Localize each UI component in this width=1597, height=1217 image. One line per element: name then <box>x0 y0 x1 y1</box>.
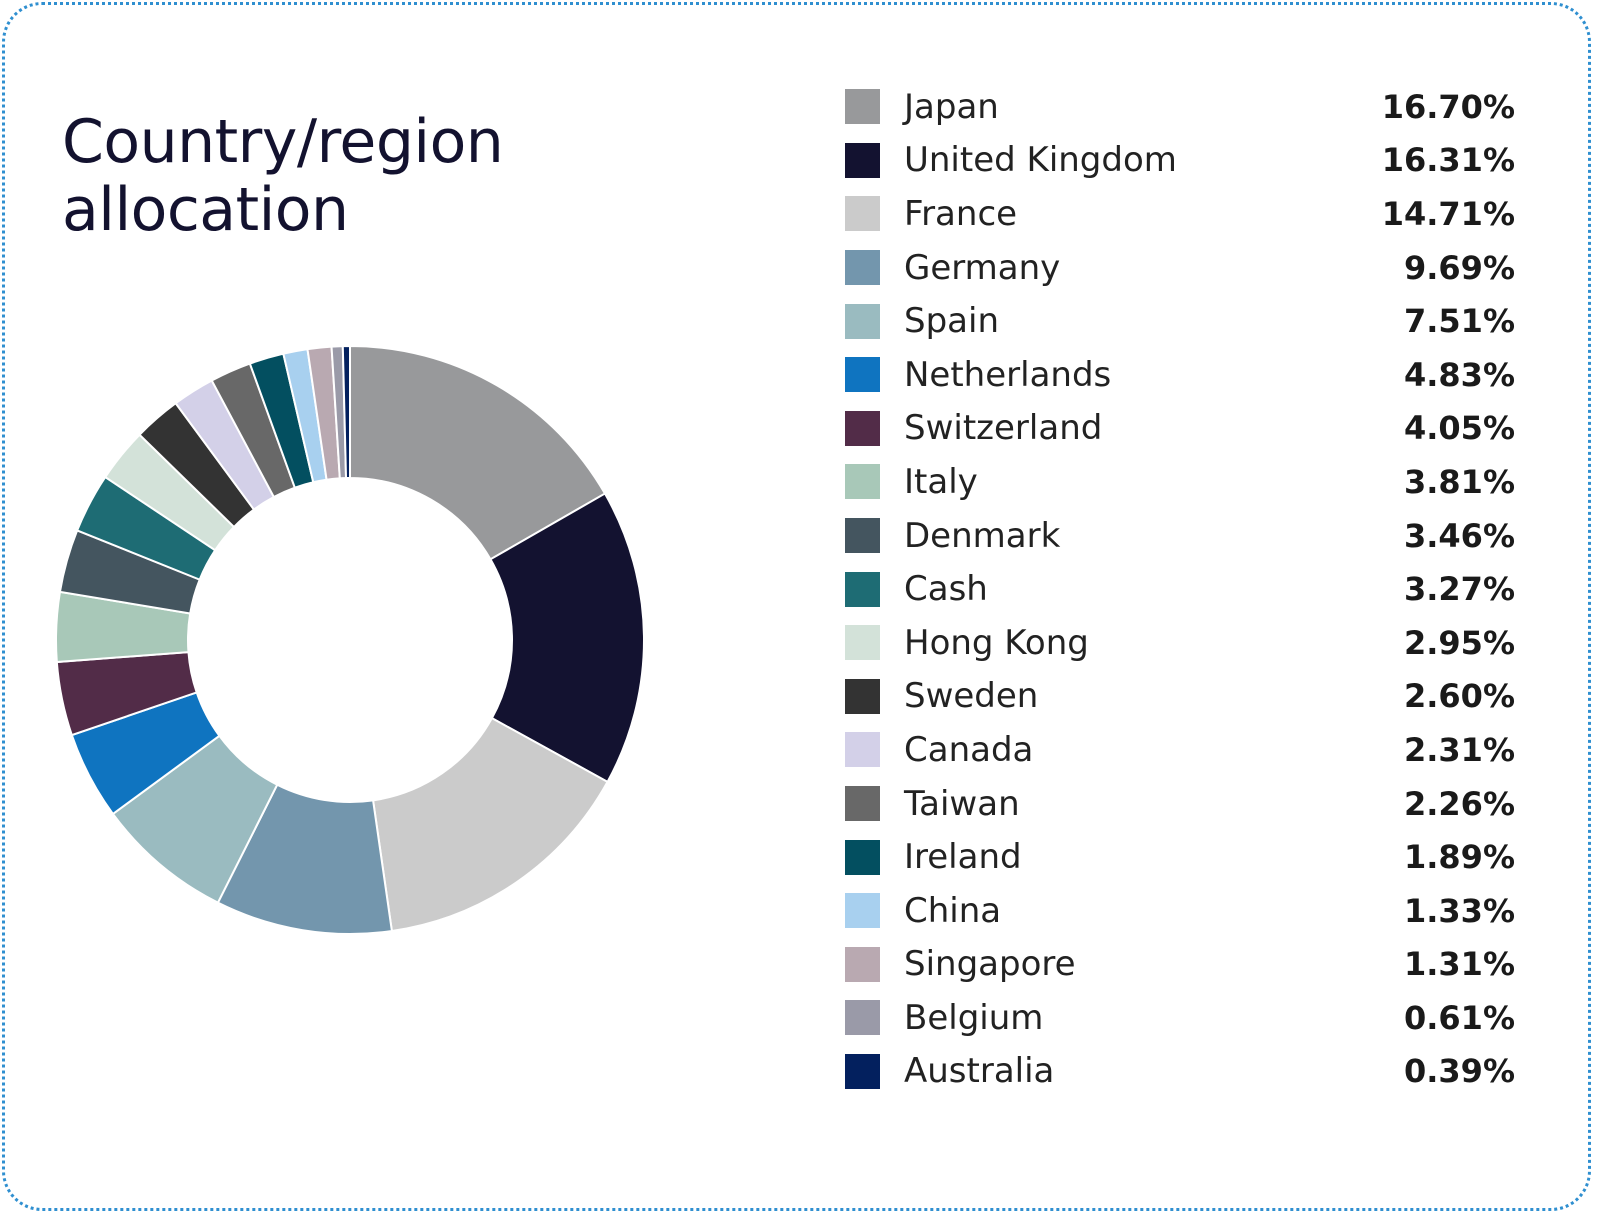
legend-label: Switzerland <box>904 408 1103 449</box>
legend-value: 14.71% <box>1381 194 1515 233</box>
legend-label: Spain <box>904 301 999 342</box>
legend-swatch <box>845 786 880 822</box>
legend-value: 0.61% <box>1403 998 1515 1037</box>
legend-swatch <box>845 142 880 178</box>
legend-label: Netherlands <box>904 354 1112 395</box>
legend-swatch <box>845 196 880 232</box>
legend-swatch <box>845 946 880 982</box>
legend-label: Germany <box>904 247 1061 288</box>
legend-value: 1.33% <box>1403 891 1515 930</box>
legend-swatch <box>845 410 880 446</box>
legend-label: Italy <box>904 461 978 502</box>
donut-slice-australia <box>341 344 351 480</box>
legend-swatch <box>845 839 880 875</box>
donut-slice-japan <box>349 344 607 561</box>
legend-swatch <box>845 625 880 661</box>
legend-label: Ireland <box>904 837 1022 878</box>
legend-value: 2.95% <box>1403 623 1515 662</box>
legend-swatch <box>845 1053 880 1089</box>
legend-value: 3.46% <box>1403 516 1515 555</box>
legend-label: United Kingdom <box>904 140 1177 181</box>
donut-slice-france <box>371 716 609 933</box>
legend-value: 2.60% <box>1403 677 1515 716</box>
legend-swatch <box>845 89 880 125</box>
legend-swatch <box>845 732 880 768</box>
legend-value: 3.27% <box>1403 570 1515 609</box>
legend-label: France <box>904 193 1018 234</box>
legend-value: 4.05% <box>1403 409 1515 448</box>
legend-value: 2.26% <box>1403 784 1515 823</box>
legend-label: Sweden <box>904 676 1039 717</box>
legend-item-hong-kong: Hong Kong 2.95% <box>845 616 1515 670</box>
legend-label: Japan <box>904 86 999 127</box>
legend-value: 4.83% <box>1403 355 1515 394</box>
legend-label: Denmark <box>904 515 1061 556</box>
legend-label: China <box>904 890 1002 931</box>
legend-item-switzerland: Switzerland 4.05% <box>845 402 1515 456</box>
legend-label: Cash <box>904 569 988 610</box>
legend-item-belgium: Belgium 0.61% <box>845 991 1515 1045</box>
legend-swatch <box>845 464 880 500</box>
chart-legend: Japan 16.70% United Kingdom 16.31% France 14.… <box>845 80 1515 1098</box>
legend-label: Taiwan <box>904 783 1020 824</box>
chart-title-line-2: allocation <box>62 175 349 245</box>
donut-slice-united-kingdom <box>489 492 645 784</box>
legend-item-denmark: Denmark 3.46% <box>845 509 1515 563</box>
legend-item-italy: Italy 3.81% <box>845 455 1515 509</box>
legend-swatch <box>845 357 880 393</box>
legend-label: Canada <box>904 729 1034 770</box>
legend-item-singapore: Singapore 1.31% <box>845 938 1515 992</box>
legend-value: 7.51% <box>1403 302 1515 341</box>
legend-value: 16.70% <box>1381 87 1515 126</box>
legend-swatch <box>845 571 880 607</box>
legend-item-australia: Australia 0.39% <box>845 1045 1515 1099</box>
legend-item-netherlands: Netherlands 4.83% <box>845 348 1515 402</box>
legend-item-taiwan: Taiwan 2.26% <box>845 777 1515 831</box>
legend-item-spain: Spain 7.51% <box>845 294 1515 348</box>
legend-item-cash: Cash 3.27% <box>845 562 1515 616</box>
legend-item-canada: Canada 2.31% <box>845 723 1515 777</box>
legend-swatch <box>845 518 880 554</box>
chart-title: Country/region allocation <box>62 108 662 244</box>
legend-label: Hong Kong <box>904 622 1089 663</box>
legend-item-germany: Germany 9.69% <box>845 241 1515 295</box>
legend-item-france: France 14.71% <box>845 187 1515 241</box>
legend-value: 0.39% <box>1403 1052 1515 1091</box>
legend-swatch <box>845 250 880 286</box>
legend-item-sweden: Sweden 2.60% <box>845 670 1515 724</box>
legend-swatch <box>845 893 880 929</box>
legend-value: 16.31% <box>1381 141 1515 180</box>
legend-swatch <box>845 678 880 714</box>
donut-chart <box>55 344 645 935</box>
legend-item-japan: Japan 16.70% <box>845 80 1515 134</box>
chart-title-line-1: Country/region <box>62 107 504 177</box>
legend-swatch <box>845 1000 880 1036</box>
legend-value: 1.89% <box>1403 838 1515 877</box>
legend-value: 3.81% <box>1403 462 1515 501</box>
legend-value: 9.69% <box>1403 248 1515 287</box>
legend-value: 2.31% <box>1403 730 1515 769</box>
legend-item-china: China 1.33% <box>845 884 1515 938</box>
legend-item-united-kingdom: United Kingdom 16.31% <box>845 134 1515 188</box>
legend-label: Belgium <box>904 997 1044 1038</box>
legend-swatch <box>845 303 880 339</box>
legend-item-ireland: Ireland 1.89% <box>845 830 1515 884</box>
legend-value: 1.31% <box>1403 945 1515 984</box>
legend-label: Singapore <box>904 944 1076 985</box>
legend-label: Australia <box>904 1051 1055 1092</box>
